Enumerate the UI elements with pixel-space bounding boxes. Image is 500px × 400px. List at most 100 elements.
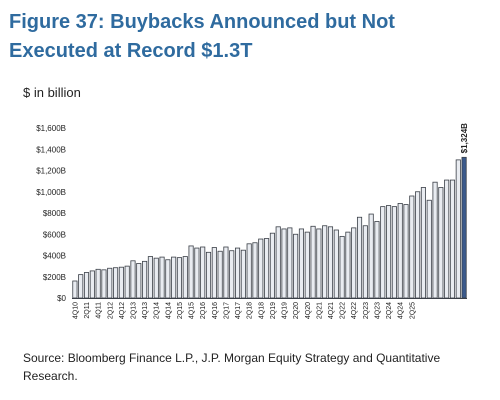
- x-tick-label: 2Q14: [154, 302, 161, 319]
- bar: [415, 191, 421, 299]
- bar: [386, 205, 392, 299]
- bar: [252, 242, 258, 299]
- bar: [438, 187, 444, 299]
- bar: [368, 213, 374, 299]
- x-tick-label: 4Q23: [374, 302, 381, 319]
- bar: [374, 221, 380, 299]
- units-label: $ in billion: [23, 85, 81, 100]
- bar: [147, 256, 153, 299]
- x-tick-label: 2Q12: [107, 302, 114, 319]
- source-note: Source: Bloomberg Finance L.P., J.P. Mor…: [23, 351, 441, 383]
- y-tick-label: $200B: [43, 273, 66, 282]
- x-tick-label: 4Q17: [235, 302, 242, 319]
- x-tick-label: 4Q11: [96, 302, 103, 319]
- x-tick-label: 2Q13: [130, 302, 137, 319]
- bar: [281, 228, 287, 299]
- x-tick-label: 2Q24: [386, 302, 393, 319]
- plot-area: $1,324B: [72, 123, 469, 299]
- y-tick-label: $600B: [43, 230, 66, 239]
- y-tick-label: $1,000B: [36, 188, 66, 197]
- bar: [188, 245, 194, 299]
- y-tick-label: $400B: [43, 252, 66, 261]
- bar: [304, 231, 310, 299]
- bar: [205, 251, 212, 299]
- chart-title: Figure 37: Buybacks Announced but Not Ex…: [9, 11, 395, 62]
- y-tick-label: $0: [57, 294, 66, 303]
- bar: [223, 246, 229, 299]
- bar: [380, 206, 386, 299]
- bar: [333, 229, 339, 299]
- x-tick-label: 2Q18: [247, 302, 254, 319]
- x-tick-label: 2Q16: [200, 302, 207, 319]
- bar: [356, 216, 363, 299]
- bar: [461, 156, 467, 299]
- y-tick-label: $800B: [43, 209, 66, 218]
- bar: [403, 204, 409, 299]
- bar: [211, 247, 217, 299]
- bar: [339, 235, 345, 299]
- x-tick-label: 2Q20: [293, 302, 300, 319]
- bar: [118, 266, 124, 299]
- bar: [153, 257, 159, 299]
- bar: [351, 227, 357, 299]
- bar: [432, 181, 438, 299]
- bar: [420, 187, 426, 299]
- bar: [130, 260, 136, 299]
- bar: [298, 228, 304, 299]
- x-tick-label: 2Q19: [270, 302, 277, 319]
- value-annotation: $1,324B: [460, 123, 469, 153]
- bar: [397, 203, 403, 299]
- bar: [89, 270, 95, 299]
- bar: [95, 268, 101, 299]
- bar: [455, 159, 461, 299]
- bar: [310, 225, 316, 299]
- bar: [142, 260, 148, 299]
- bar: [409, 195, 415, 299]
- x-tick-label: 4Q22: [351, 302, 358, 319]
- x-tick-label: 4Q16: [212, 302, 219, 319]
- x-tick-label: 4Q18: [258, 302, 265, 319]
- bar: [258, 238, 264, 299]
- y-tick-label: $1,200B: [36, 167, 66, 176]
- bar: [176, 257, 183, 299]
- x-tick-label: 4Q15: [189, 302, 196, 319]
- x-tick-label: 2Q11: [84, 302, 91, 319]
- bar: [391, 206, 397, 299]
- bar: [362, 225, 368, 299]
- bar: [101, 269, 107, 299]
- x-tick-label: 2Q23: [363, 302, 370, 319]
- bar: [194, 247, 200, 299]
- bar: [444, 179, 450, 299]
- bar: [83, 272, 90, 299]
- bar: [322, 225, 328, 299]
- bar: [107, 267, 113, 299]
- x-tick-label: 4Q19: [282, 302, 289, 319]
- bar: [275, 226, 281, 299]
- bar: [78, 274, 84, 299]
- y-tick-label: $1,400B: [36, 145, 66, 154]
- bar: [234, 247, 241, 299]
- y-axis: $0 $200B $400B $600B $800B $1,000B $1,200B $1,4…: [36, 124, 66, 303]
- bar: [269, 232, 275, 299]
- bar: [240, 249, 246, 299]
- bar: [246, 243, 252, 299]
- x-tick-label: 4Q14: [165, 302, 172, 319]
- bar: [159, 256, 165, 299]
- y-tick-label: $1,600B: [36, 124, 66, 133]
- bar: [287, 227, 293, 299]
- x-tick-label: 2Q15: [177, 302, 184, 319]
- bar: [217, 250, 223, 299]
- x-tick-label: 4Q10: [72, 302, 79, 319]
- bar: [171, 256, 177, 299]
- x-tick-label: 4Q24: [398, 302, 405, 319]
- bar: [72, 280, 78, 299]
- bar: [182, 256, 188, 299]
- bar: [200, 246, 206, 299]
- bar: [113, 267, 119, 299]
- bar: [449, 179, 456, 299]
- x-tick-label: 4Q21: [328, 302, 335, 319]
- bar: [345, 231, 351, 299]
- x-tick-label: 2Q21: [316, 302, 323, 319]
- x-tick-label: 2Q25: [409, 302, 416, 319]
